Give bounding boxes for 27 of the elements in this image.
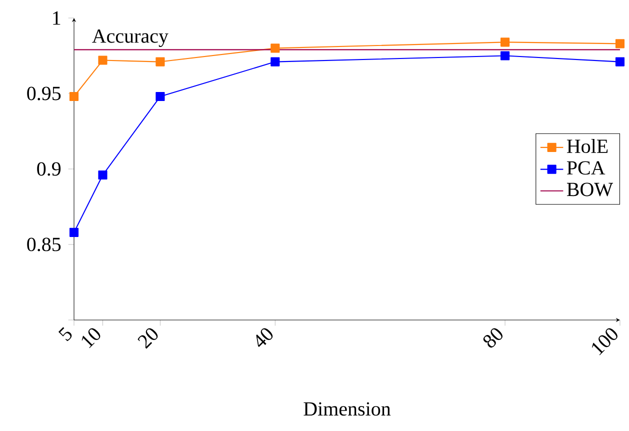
x-tick-label: 20 xyxy=(138,328,158,349)
legend-label: PCA xyxy=(566,161,606,175)
legend-label: HolE xyxy=(566,138,608,154)
point xyxy=(270,44,280,53)
point xyxy=(69,228,79,237)
point xyxy=(500,51,510,60)
x-tick-label: 100 xyxy=(592,328,618,356)
y-tick-label: 0.85 xyxy=(27,238,61,252)
y-tick-label: 0.9 xyxy=(37,162,61,176)
point xyxy=(156,92,165,102)
x-axis-title: Dimension xyxy=(304,402,391,416)
point xyxy=(615,39,625,48)
y-tick-label: 0.95 xyxy=(27,86,61,100)
x-tick-label: 5 xyxy=(58,327,72,342)
y-axis-title: Accuracy xyxy=(92,29,168,47)
point xyxy=(69,92,79,102)
point xyxy=(98,56,108,65)
point xyxy=(500,38,510,47)
point xyxy=(615,57,625,66)
legend-label: BOW xyxy=(566,182,613,196)
point xyxy=(270,57,280,66)
point xyxy=(156,57,165,66)
x-tick-label: 80 xyxy=(483,328,503,348)
y-tick-label: 1 xyxy=(53,11,60,25)
x-tick-label: 40 xyxy=(256,328,273,348)
x-tick-label: 10 xyxy=(82,328,100,348)
point xyxy=(98,170,108,180)
